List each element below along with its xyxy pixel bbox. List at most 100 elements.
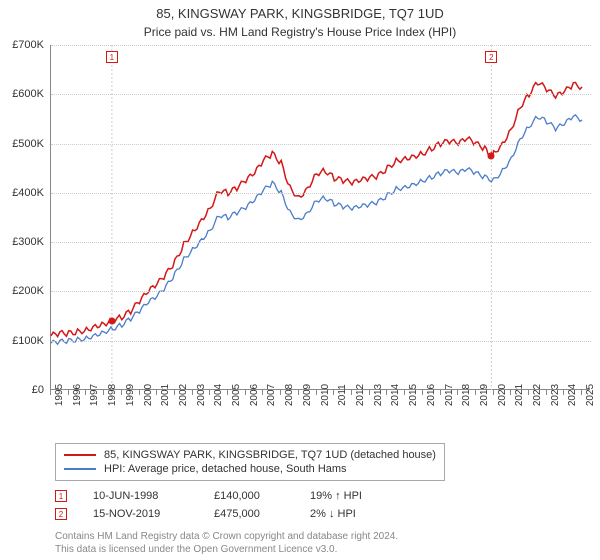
sale-dot [108, 318, 115, 325]
x-tick-label: 2000 [143, 384, 154, 406]
x-tick-label: 2001 [160, 384, 171, 406]
x-tick [546, 390, 547, 395]
y-gridline [51, 94, 591, 95]
y-tick-label: £700K [12, 39, 44, 51]
x-tick-label: 2019 [479, 384, 490, 406]
x-tick [475, 390, 476, 395]
x-tick-label: 2002 [178, 384, 189, 406]
x-tick [139, 390, 140, 395]
series-line-property [51, 82, 582, 336]
x-tick [351, 390, 352, 395]
plot-area: 12 [50, 45, 590, 390]
x-tick [404, 390, 405, 395]
x-tick [316, 390, 317, 395]
x-tick-label: 2025 [585, 384, 596, 406]
y-tick-label: £0 [32, 384, 44, 396]
x-tick-label: 2006 [249, 384, 260, 406]
x-tick-label: 1995 [54, 384, 65, 406]
x-tick [440, 390, 441, 395]
x-tick-label: 2022 [532, 384, 543, 406]
sale-marker-box: 2 [485, 51, 497, 63]
x-tick [103, 390, 104, 395]
legend-swatch [64, 468, 96, 470]
x-tick [262, 390, 263, 395]
legend-label: HPI: Average price, detached house, Sout… [104, 463, 347, 475]
sale-marker-icon: 1 [55, 490, 67, 502]
x-tick [493, 390, 494, 395]
y-axis: £0£100K£200K£300K£400K£500K£600K£700K [0, 45, 50, 390]
x-tick [581, 390, 582, 395]
x-tick [369, 390, 370, 395]
x-tick [209, 390, 210, 395]
legend-row: HPI: Average price, detached house, Sout… [64, 462, 436, 476]
y-tick-label: £400K [12, 187, 44, 199]
x-tick [156, 390, 157, 395]
y-tick-label: £500K [12, 138, 44, 150]
x-tick [510, 390, 511, 395]
y-gridline [51, 242, 591, 243]
sale-pct: 19% ↑ HPI [310, 490, 395, 502]
legend-swatch [64, 454, 96, 456]
x-tick [245, 390, 246, 395]
x-tick [298, 390, 299, 395]
x-tick [457, 390, 458, 395]
x-tick-label: 2007 [266, 384, 277, 406]
x-tick-label: 2024 [567, 384, 578, 406]
chart-container: 85, KINGSWAY PARK, KINGSBRIDGE, TQ7 1UD … [0, 0, 600, 560]
sale-dot [488, 152, 495, 159]
x-tick [174, 390, 175, 395]
series-legend: 85, KINGSWAY PARK, KINGSBRIDGE, TQ7 1UD … [55, 443, 445, 481]
x-tick-label: 2010 [320, 384, 331, 406]
legend-row: 85, KINGSWAY PARK, KINGSBRIDGE, TQ7 1UD … [64, 448, 436, 462]
x-tick-label: 2012 [355, 384, 366, 406]
y-tick-label: £300K [12, 236, 44, 248]
sale-row: 2 15-NOV-2019 £475,000 2% ↓ HPI [55, 505, 395, 523]
x-tick [422, 390, 423, 395]
x-tick-label: 1998 [107, 384, 118, 406]
x-tick [227, 390, 228, 395]
sale-marker-box: 1 [106, 51, 118, 63]
x-tick [386, 390, 387, 395]
footer-line2: This data is licensed under the Open Gov… [55, 544, 337, 555]
x-tick [50, 390, 51, 395]
sale-pct: 2% ↓ HPI [310, 508, 395, 520]
x-tick [280, 390, 281, 395]
chart-lines [51, 45, 591, 390]
y-gridline [51, 341, 591, 342]
x-tick-label: 1999 [125, 384, 136, 406]
y-gridline [51, 45, 591, 46]
sale-marker-icon: 2 [55, 508, 67, 520]
x-tick-label: 2005 [231, 384, 242, 406]
chart-title: 85, KINGSWAY PARK, KINGSBRIDGE, TQ7 1UD [0, 0, 600, 23]
y-tick-label: £100K [12, 335, 44, 347]
x-tick-label: 1997 [89, 384, 100, 406]
x-tick-label: 2021 [514, 384, 525, 406]
x-tick-label: 2020 [497, 384, 508, 406]
x-tick-label: 2017 [444, 384, 455, 406]
footer-note: Contains HM Land Registry data © Crown c… [55, 531, 590, 556]
y-tick-label: £600K [12, 88, 44, 100]
x-tick-label: 2008 [284, 384, 295, 406]
sale-price: £475,000 [214, 508, 284, 520]
x-tick [121, 390, 122, 395]
x-tick [563, 390, 564, 395]
x-tick-label: 2023 [550, 384, 561, 406]
x-tick [85, 390, 86, 395]
sale-date: 15-NOV-2019 [93, 508, 188, 520]
y-gridline [51, 193, 591, 194]
x-tick-label: 2016 [426, 384, 437, 406]
x-tick-label: 1996 [72, 384, 83, 406]
x-tick-label: 2011 [337, 384, 348, 406]
series-line-hpi [51, 115, 582, 344]
x-axis: 1995199619971998199920002001200220032004… [50, 390, 590, 440]
x-tick-label: 2003 [196, 384, 207, 406]
legend-label: 85, KINGSWAY PARK, KINGSBRIDGE, TQ7 1UD … [104, 449, 436, 461]
x-tick [192, 390, 193, 395]
x-tick-label: 2018 [461, 384, 472, 406]
sales-table: 110-JUN-1998£140,00019% ↑ HPI215-NOV-201… [55, 487, 395, 523]
y-gridline [51, 144, 591, 145]
x-tick-label: 2014 [390, 384, 401, 406]
x-tick [528, 390, 529, 395]
footer-line1: Contains HM Land Registry data © Crown c… [55, 531, 398, 542]
y-tick-label: £200K [12, 285, 44, 297]
